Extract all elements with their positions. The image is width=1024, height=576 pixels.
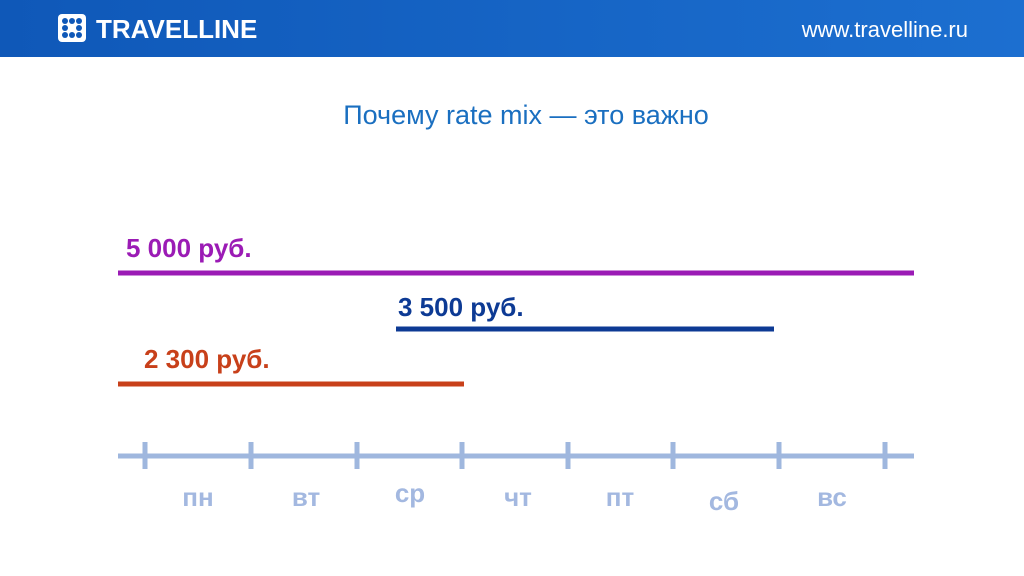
logo-text: TRAVELLINE <box>96 14 257 44</box>
day-label: чт <box>504 482 532 512</box>
rate-label: 5 000 руб. <box>126 233 252 263</box>
day-label: пт <box>606 482 635 512</box>
day-label: ср <box>395 478 425 508</box>
timeline <box>118 442 914 469</box>
day-label: сб <box>709 486 739 516</box>
rate-label: 3 500 руб. <box>398 292 524 322</box>
logo-icon <box>58 14 86 42</box>
header-bar <box>0 0 1024 57</box>
header-url[interactable]: www.travelline.ru <box>801 17 968 42</box>
slide-title: Почему rate mix — это важно <box>343 100 709 130</box>
day-label: вс <box>817 482 847 512</box>
rate-label: 2 300 руб. <box>144 344 270 374</box>
day-label: вт <box>292 482 321 512</box>
day-label: пн <box>182 482 213 512</box>
